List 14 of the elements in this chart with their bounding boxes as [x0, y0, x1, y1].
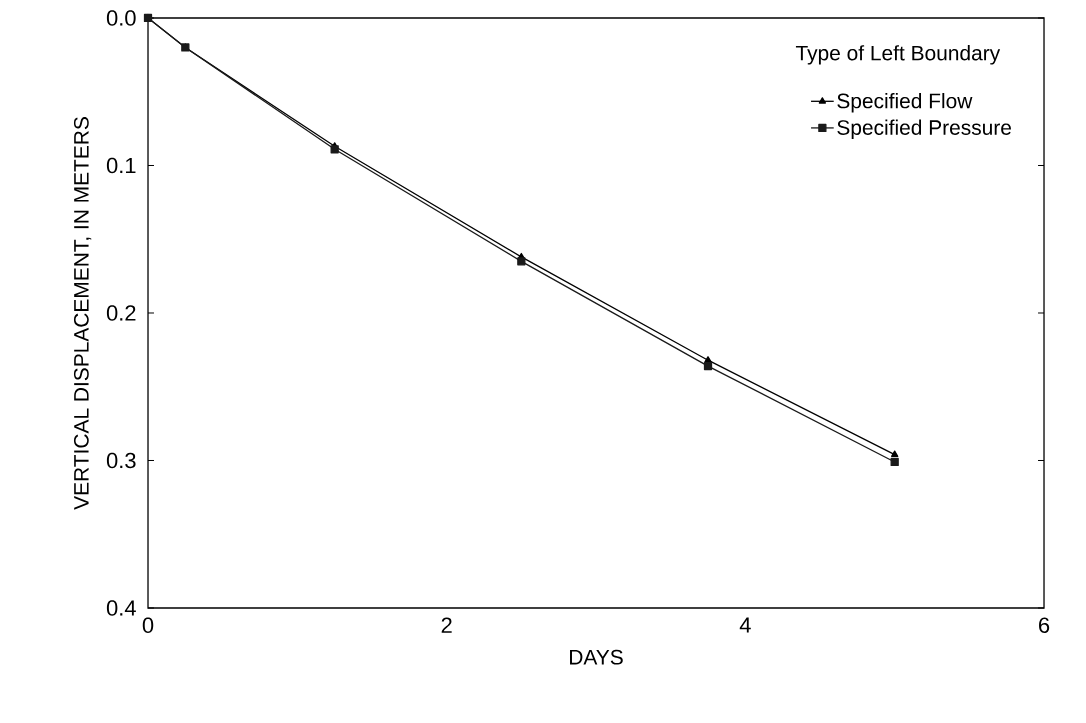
x-tick-label: 2 — [441, 617, 452, 633]
y-tick-label: 0.2 — [106, 305, 136, 321]
y-tick-label: 0.1 — [106, 157, 136, 174]
x-axis-title: DAYS — [570, 649, 623, 665]
legend-label: Specified Flow — [837, 92, 973, 113]
x-tick-label: 4 — [739, 617, 751, 633]
y-axis-title: VERTICAL DISPLACEMENT, IN METERS — [73, 117, 92, 510]
legend-title: Type of Left Boundary — [795, 45, 1001, 65]
y-tick-label: 0.3 — [106, 452, 136, 469]
y-tick-label: 0.0 — [106, 10, 136, 26]
x-tick-label: 0 — [142, 617, 154, 634]
legend-label: Specified Pressure — [837, 119, 1011, 140]
y-tick-label: 0.4 — [106, 600, 136, 616]
x-tick-label: 6 — [1039, 617, 1050, 634]
